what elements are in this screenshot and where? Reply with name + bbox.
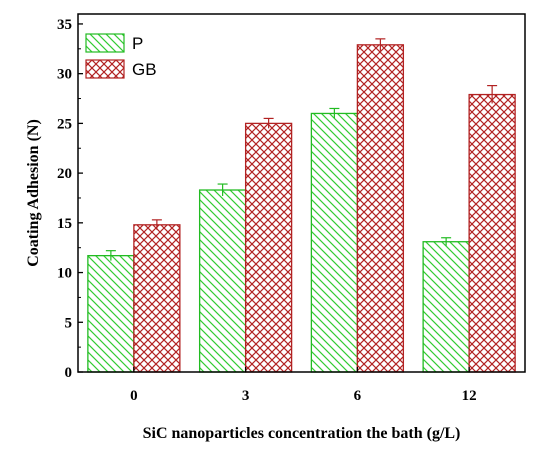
bar-gb-12	[468, 93, 516, 373]
y-tick-label: 20	[57, 166, 72, 182]
legend-swatch-gb	[85, 59, 125, 79]
legend-swatch-p	[85, 33, 125, 53]
plot-frame	[77, 13, 526, 373]
x-tick-label: 3	[242, 388, 250, 404]
y-axis-title: Coating Adhesion (N)	[25, 119, 42, 267]
legend: P GB	[85, 33, 157, 79]
x-tick-label: 0	[130, 388, 138, 404]
y-tick-label: 15	[57, 216, 72, 232]
bar-gb-3	[244, 122, 293, 373]
bar-p-6	[310, 112, 359, 373]
x-axis: 0 3 6 12	[130, 367, 477, 404]
bars-layer	[87, 44, 516, 373]
bar-p-3	[198, 189, 247, 373]
y-axis: 0 5 10 15 20 25 30 35	[57, 17, 83, 381]
y-tick-label: 10	[57, 266, 72, 282]
legend-label-p: P	[132, 34, 143, 53]
x-tick-label: 6	[354, 388, 362, 404]
error-bars-layer	[105, 38, 498, 261]
bar-p-12	[422, 241, 470, 373]
y-tick-label: 35	[57, 17, 72, 33]
y-tick-label: 25	[57, 116, 72, 132]
legend-label-gb: GB	[132, 60, 157, 79]
x-axis-title: SiC nanoparticles concentration the bath…	[143, 425, 461, 442]
y-tick-label: 0	[65, 365, 73, 381]
bar-gb-0	[133, 224, 181, 373]
bar-gb-6	[356, 44, 405, 373]
x-tick-label: 12	[462, 388, 477, 404]
y-tick-label: 30	[57, 67, 72, 83]
bar-p-0	[87, 254, 135, 373]
y-tick-label: 5	[65, 315, 73, 331]
